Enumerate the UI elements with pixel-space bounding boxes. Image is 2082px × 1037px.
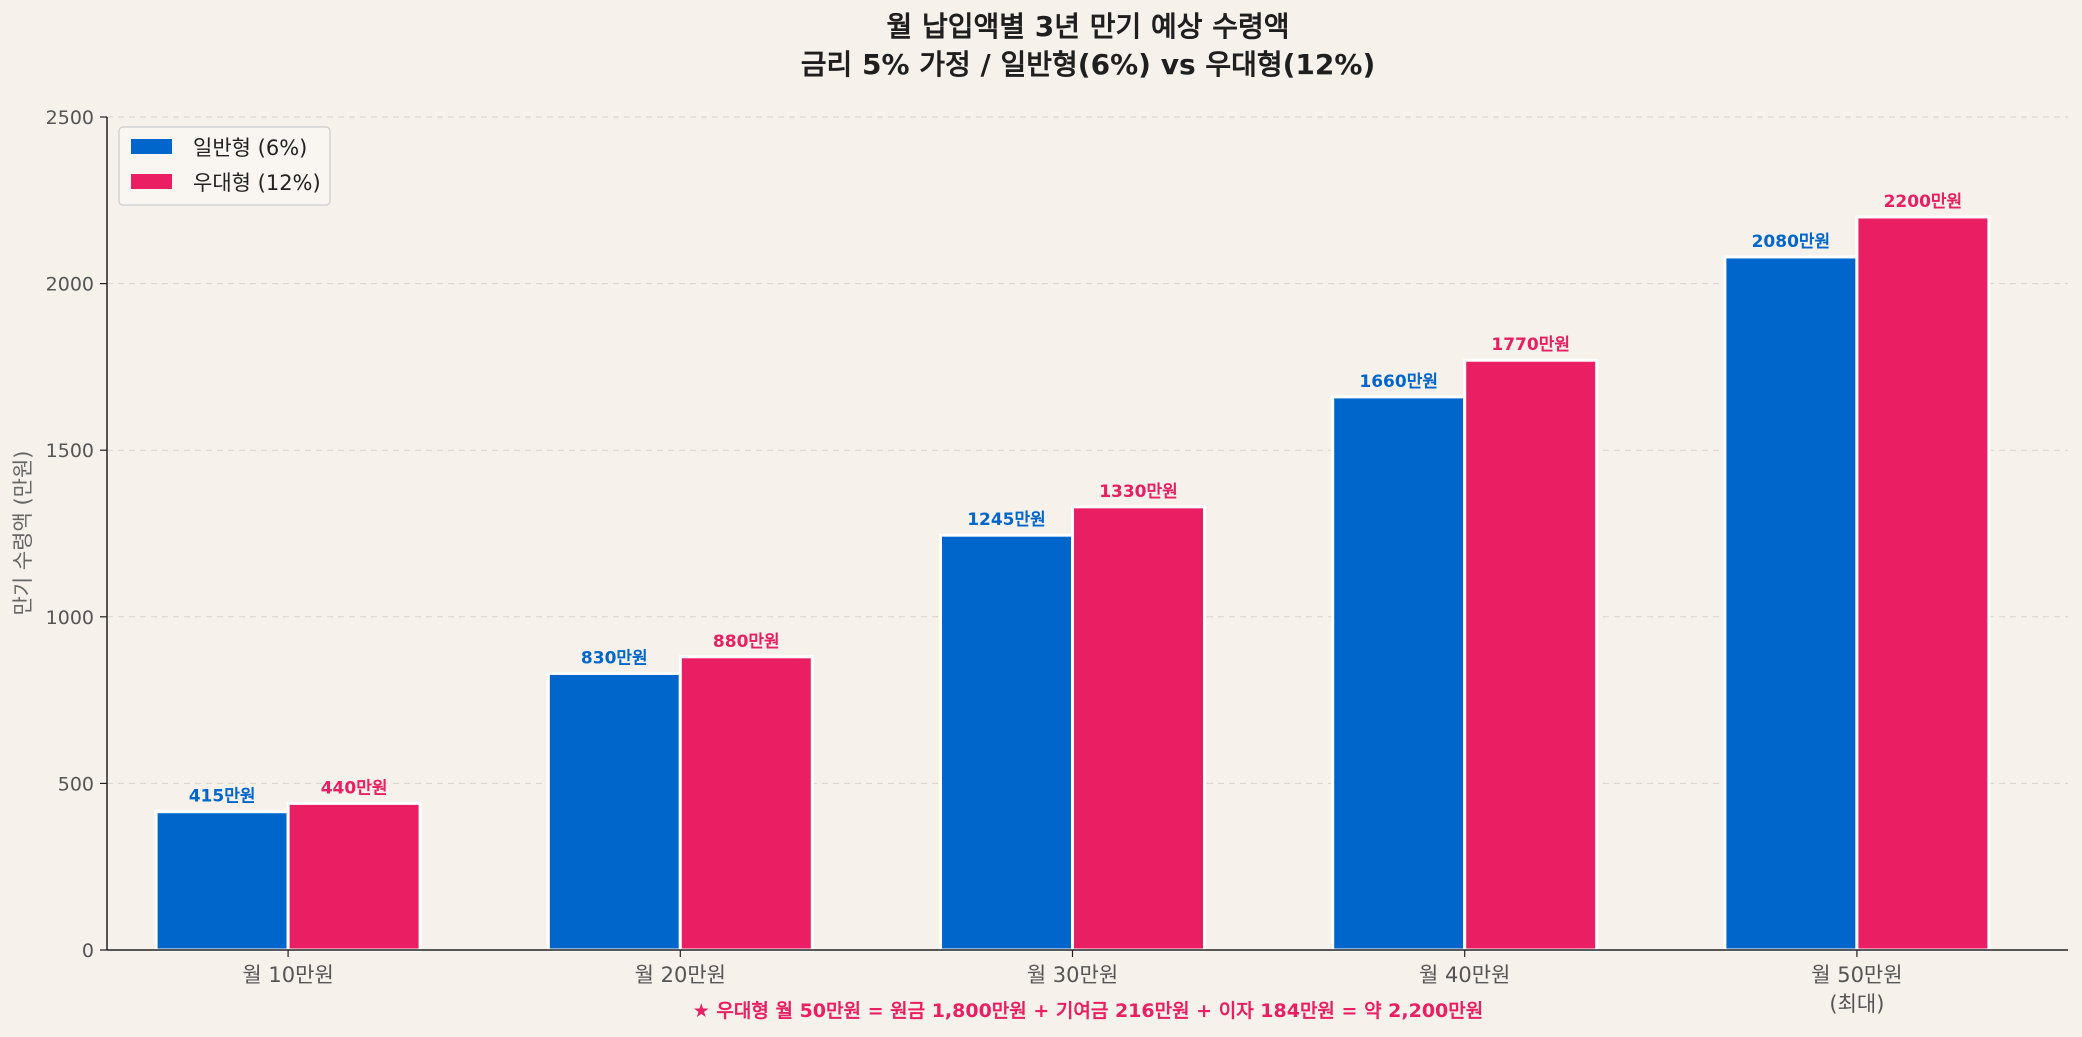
y-axis-ticks: 0 500 1000 1500 2000 2500 bbox=[46, 107, 107, 962]
y-tick-label: 2000 bbox=[46, 274, 94, 296]
x-tick-label: 월 40만원 bbox=[1419, 963, 1510, 987]
legend-label-preferred: 우대형 (12%) bbox=[193, 171, 321, 195]
chart-subtitle: 금리 5% 가정 / 일반형(6%) vs 우대형(12%) bbox=[801, 48, 1376, 81]
y-tick-label: 1000 bbox=[46, 607, 94, 629]
chart-title: 월 납입액별 3년 만기 예상 수령액 bbox=[886, 10, 1289, 43]
x-tick-label: 월 20만원 bbox=[635, 963, 726, 987]
data-label-preferred: 1770만원 bbox=[1491, 335, 1570, 355]
y-tick-label: 2500 bbox=[46, 107, 94, 129]
footnote-annotation: ★ 우대형 월 50만원 = 원금 1,800만원 + 기여금 216만원 + … bbox=[693, 1000, 1483, 1022]
y-tick-label: 500 bbox=[58, 773, 94, 795]
data-label-general: 1660만원 bbox=[1359, 372, 1438, 392]
data-label-general: 1245만원 bbox=[967, 510, 1046, 530]
legend-swatch-general bbox=[131, 139, 172, 154]
bar-general bbox=[939, 533, 1074, 952]
data-label-preferred: 880만원 bbox=[713, 632, 780, 652]
bar-preferred bbox=[1463, 358, 1599, 952]
bar-general bbox=[1723, 255, 1859, 952]
bar-general bbox=[154, 810, 290, 952]
legend-label-general: 일반형 (6%) bbox=[193, 136, 307, 160]
legend: 일반형 (6%) 우대형 (12%) bbox=[118, 126, 331, 206]
bar-preferred bbox=[286, 801, 422, 952]
bars bbox=[154, 215, 1991, 952]
data-label-general: 2080만원 bbox=[1752, 232, 1831, 252]
data-label-general: 415만원 bbox=[189, 787, 256, 807]
legend-swatch-preferred bbox=[131, 174, 172, 189]
bar-preferred bbox=[1071, 505, 1206, 952]
x-tick-label: 월 10만원 bbox=[242, 963, 333, 987]
data-label-preferred: 440만원 bbox=[321, 778, 388, 798]
x-tick-label: 월 30만원 bbox=[1027, 963, 1118, 987]
bar-preferred bbox=[678, 655, 814, 952]
y-axis-label: 만기 수령액 (만원) bbox=[11, 451, 35, 616]
y-tick-label: 0 bbox=[82, 940, 94, 962]
data-label-preferred: 1330만원 bbox=[1099, 482, 1178, 502]
data-labels: 415만원 440만원 830만원 880만원 1245만원 1330만원 1660만원 17… bbox=[189, 192, 1962, 807]
bar-general bbox=[1331, 395, 1467, 952]
y-tick-label: 1500 bbox=[46, 440, 94, 462]
x-axis-ticks: 월 10만원 월 20만원 월 30만원 월 40만원 월 50만원 (최대) bbox=[242, 950, 1903, 1016]
data-label-general: 830만원 bbox=[581, 648, 648, 668]
bar-preferred bbox=[1855, 215, 1991, 952]
data-label-preferred: 2200만원 bbox=[1884, 192, 1963, 212]
x-tick-label: (최대) bbox=[1829, 992, 1884, 1016]
x-tick-label: 월 50만원 bbox=[1811, 963, 1902, 987]
bar-general bbox=[546, 671, 682, 952]
